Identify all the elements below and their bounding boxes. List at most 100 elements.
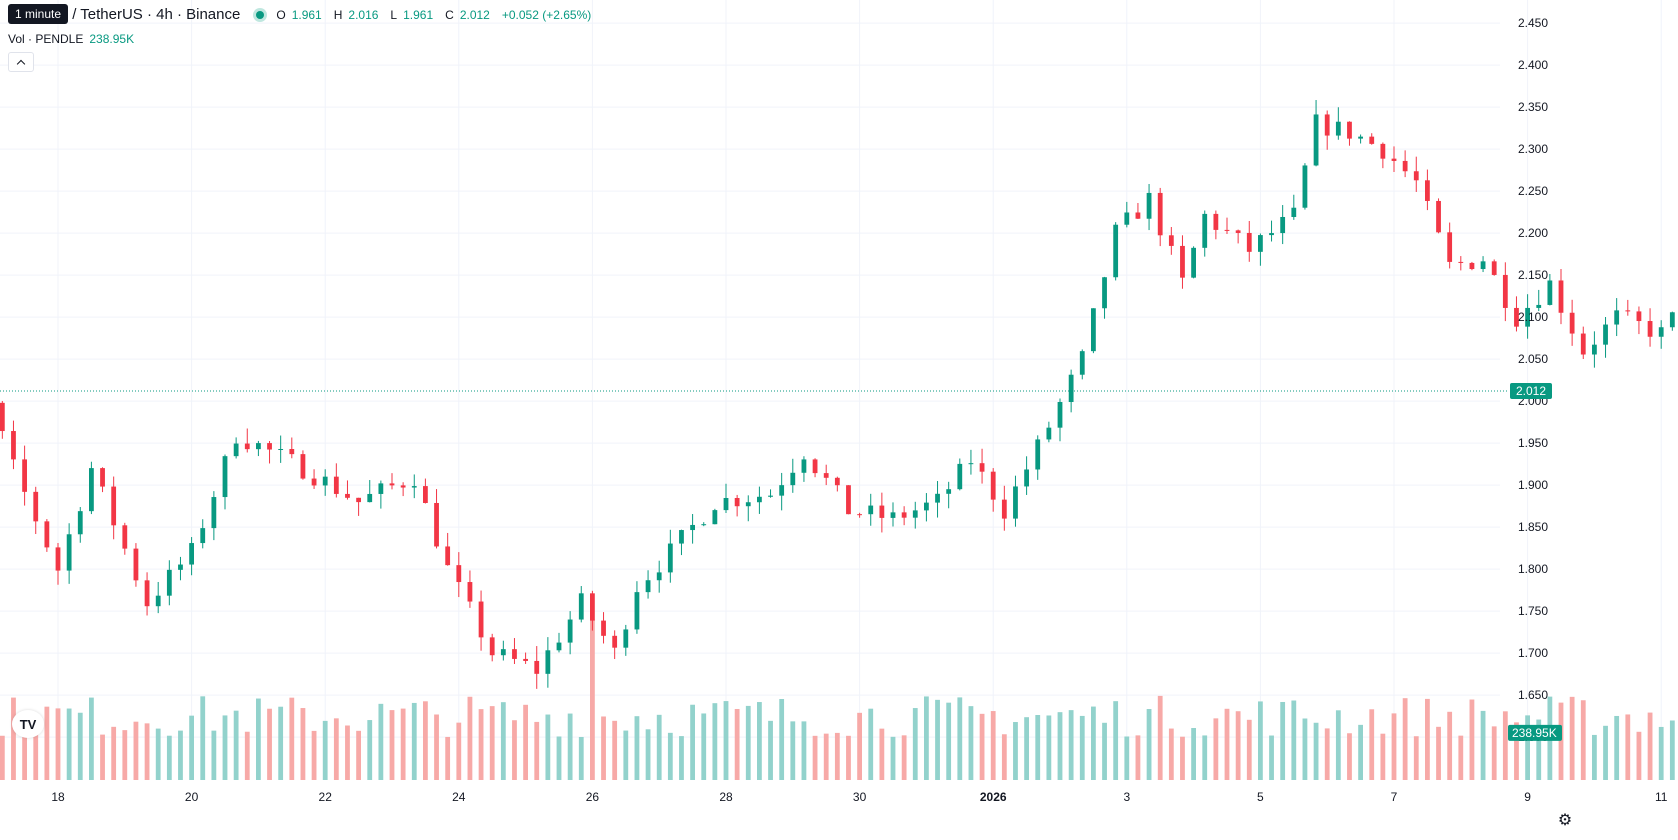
volume-bar [1592,734,1597,780]
volume-bar [133,721,139,780]
candle-body [612,635,618,648]
candle-body [1124,212,1130,225]
price-tick-label: 1.900 [1518,478,1548,492]
volume-bar [322,720,328,780]
candle-body [1091,308,1096,352]
volume-bar [411,702,417,780]
time-tick-label: 3 [1123,790,1130,804]
time-tick-label: 30 [853,790,867,804]
volume-bar [1369,709,1375,780]
time-axis[interactable]: 1820222426283020263579111315171921232527… [51,790,1678,804]
volume-bar [1235,711,1241,780]
candle-body [1347,121,1352,139]
candle-body [1436,200,1441,233]
candle-body [256,443,261,450]
candle-body [1068,374,1074,403]
volume-bar [100,734,105,780]
time-tick-label: 2026 [980,790,1007,804]
candle-body [1335,121,1341,136]
chevron-up-icon[interactable] [8,52,34,72]
volume-bar [1013,722,1018,780]
volume-bar [1669,720,1675,780]
volume-bar [178,730,183,780]
price-axis[interactable]: 2.450 2.400 2.350 2.300 2.250 2.200 2.150 2.100… [1508,16,1562,744]
candle-body [333,476,339,494]
volume-bar [389,710,395,780]
volume-bar [111,726,117,780]
candle-body [1168,235,1174,246]
volume-bar [33,732,39,780]
candle-body [901,512,907,518]
volume-bar [1246,719,1252,780]
candle-body [1157,192,1163,236]
time-tick-label: 5 [1257,790,1264,804]
last-price-badge [1510,383,1552,399]
volume-bar [478,709,484,780]
volume-bar [924,696,929,780]
candle-body [122,525,128,549]
candle-body [400,485,406,488]
candle-body [1135,212,1141,219]
candle-body [222,456,228,498]
volume-bar [1491,726,1497,780]
open-value: 1.961 [291,7,322,22]
candle-body [55,547,61,571]
volume-bar [1502,711,1508,780]
volume-bar [278,706,284,780]
volume-bar [779,699,785,780]
candle-body [1603,324,1608,345]
volume-bar [1001,734,1007,780]
volume-value: 238.95K [89,32,135,46]
volume-bar [823,733,829,780]
candle-body [0,402,5,432]
candle-body [768,495,773,497]
volume-bar [578,736,584,780]
price-tick-label: 2.400 [1518,58,1548,72]
candle-body [1369,136,1375,144]
candle-body [979,463,985,472]
volume-bar [1636,731,1642,780]
candle-body [1625,310,1631,312]
candle-body [178,564,183,570]
volume-bar [423,701,428,780]
candle-body [1480,261,1486,270]
volume-bar [901,735,907,780]
candle-body [367,493,373,503]
price-tick-label: 2.150 [1518,268,1548,282]
volume-bar [801,721,807,780]
low-label: L [390,7,398,22]
volume-label[interactable]: Vol · PENDLE [8,32,84,46]
volume-bar [1258,701,1263,780]
volume-bar [1391,713,1397,780]
price-tick-label: 1.950 [1518,436,1548,450]
volume-bar [400,708,406,780]
candle-body [534,660,540,674]
candle-body [1313,114,1319,166]
volume-bar [233,710,239,780]
volume-bar [990,711,996,780]
candle-body [924,502,929,511]
candle-body [133,548,139,581]
volume-bar [768,720,773,780]
candle-body [1536,304,1542,308]
volume-bar [523,704,528,780]
volume-bar [590,619,595,780]
candle-body [523,658,528,661]
candle-body [456,565,462,583]
time-tick-label: 26 [586,790,600,804]
tradingview-logo-icon[interactable]: TV [12,710,44,738]
volume-bar [1569,696,1575,780]
gear-icon[interactable]: ⚙ [1557,812,1573,829]
volume-bar [211,730,217,780]
price-tick-label: 1.800 [1518,562,1548,576]
candle-body [1580,333,1586,355]
volume-bar [1224,708,1230,780]
candle-body [389,483,395,486]
volume-bar [1202,735,1208,780]
candle-body [801,459,807,473]
volume-bar [1180,736,1185,780]
volume-bar [1102,722,1107,780]
volume-bar [1436,726,1441,780]
